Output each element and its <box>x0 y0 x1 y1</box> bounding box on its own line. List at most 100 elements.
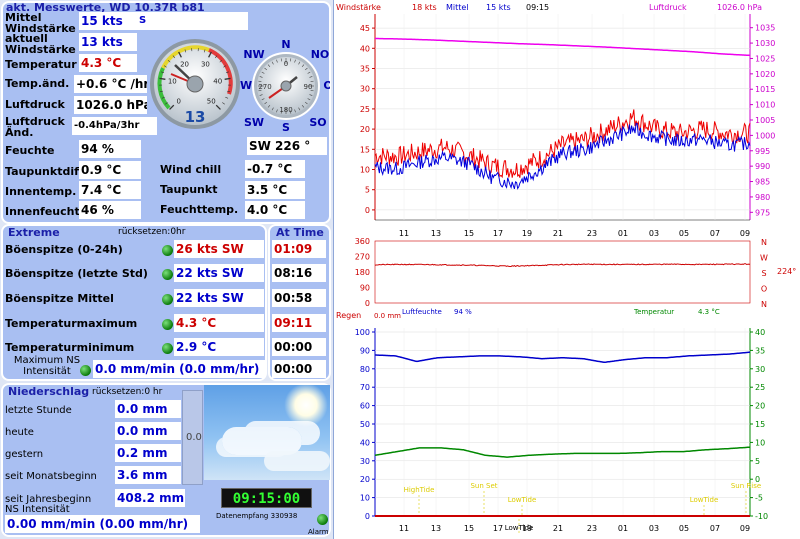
compass-tick <box>310 80 314 82</box>
alarm-indicator[interactable] <box>317 514 328 525</box>
chart3-right-tick-label: -10 <box>755 512 768 521</box>
wind-compass: N NO O SO S SW W NW 0 90 180 270 <box>240 38 330 132</box>
compass-tick <box>309 94 313 96</box>
value-feuchttemp: 4.0 °C <box>245 201 305 219</box>
rain-value-3: 3.6 mm <box>115 466 181 484</box>
extreme-time-2: 00:58 <box>272 289 326 307</box>
chart1-left-tick-label: 30 <box>360 85 370 94</box>
label-luftdruck-aend: Luftdruck Änd. <box>5 115 65 139</box>
rain-gauge-box <box>182 390 203 485</box>
chart1-left-tick-label: 15 <box>360 145 370 154</box>
compass-label-no: NO <box>311 48 330 61</box>
chart1-left-tick-label: 25 <box>360 105 370 114</box>
chart1-x-tick-label: 17 <box>493 229 503 238</box>
chart3-left-tick-label: 100 <box>355 328 370 337</box>
extreme-indicator-1 <box>162 269 173 280</box>
chart3-left-tick-label: 70 <box>360 383 370 392</box>
chart3-header-humidity-label: Luftfeuchte <box>402 308 442 316</box>
chart3-x-tick-label: 17 <box>493 524 503 533</box>
chart1-right-tick-label: 980 <box>755 193 770 202</box>
rain-value-2: 0.2 mm <box>115 444 181 462</box>
compass-label-o: O <box>323 79 330 92</box>
speed-gauge-tick <box>225 71 229 74</box>
chart1-x-tick-label: 03 <box>649 229 659 238</box>
sun-icon <box>284 385 328 427</box>
chart3-right-tick-label: 5 <box>755 457 760 466</box>
chart3-event-label: HighTide <box>404 486 435 494</box>
compass-tick <box>309 76 313 78</box>
extreme-label-4: Temperaturminimum <box>5 341 135 354</box>
chart3-right-tick-label: -5 <box>755 494 763 503</box>
at-time-title: At Time <box>276 226 324 239</box>
rain-intensity-label: NS Intensität <box>5 504 70 515</box>
compass-tick <box>258 80 262 82</box>
speed-gauge-tick <box>203 49 206 53</box>
chart2-current-label: 224° <box>777 267 796 276</box>
speed-gauge-tick <box>178 51 182 58</box>
label-feuchttemp: Feuchttemp. <box>160 203 239 216</box>
compass-tick <box>276 109 278 113</box>
speed-gauge-tick <box>159 90 163 93</box>
label-taupunkt: Taupunkt <box>160 183 218 196</box>
compass-label-s: S <box>282 121 290 132</box>
chart-area: Windstärke 18 kts Mittel 15 kts 09:15 Luftdru… <box>333 0 800 539</box>
chart3-event-label: LowTide <box>690 496 719 504</box>
chart3-x-tick-label: 05 <box>679 524 689 533</box>
alarm-label: Alarm <box>308 528 329 536</box>
compass-tick <box>298 107 301 111</box>
chart1-header-mean-label: Mittel <box>446 3 469 12</box>
extreme-indicator-4 <box>162 343 173 354</box>
chart1-left-tick-label: 0 <box>365 206 370 215</box>
value-temp-aend: +0.6 °C /hr <box>74 75 147 93</box>
chart3-event-label: Sun Set <box>470 482 497 490</box>
data-received-count: 330938 <box>270 512 298 520</box>
extreme-label-0: Böenspitze (0-24h) <box>5 243 123 256</box>
rain-reset: rücksetzen:0 hr <box>92 387 163 397</box>
speed-gauge-tick <box>159 77 166 80</box>
chart3-header-rain: Regen <box>336 311 361 320</box>
chart2-left-tick-label: 0 <box>365 299 370 308</box>
label-mittel-wind: Mittel Windstärke <box>5 11 76 35</box>
chart1-left-tick-label: 10 <box>360 166 370 175</box>
chart1-x-tick-label: 09 <box>740 229 750 238</box>
compass-tick <box>304 101 308 105</box>
chart3-x-tick-label: 03 <box>649 524 659 533</box>
chart3-x-tick-label: 07 <box>710 524 720 533</box>
value-wind-dir-top: S <box>137 12 248 30</box>
compass-label-nw: NW <box>243 48 264 61</box>
chart3-x-tick-label: 11 <box>399 524 409 533</box>
compass-tick <box>271 61 274 65</box>
rain-label-2: gestern <box>5 449 44 460</box>
extreme-indicator-2 <box>162 294 173 305</box>
compass-tick <box>310 90 314 92</box>
chart2-left-tick-label: 180 <box>355 268 370 277</box>
speed-gauge-tick <box>163 65 167 68</box>
value-taupunktdiff: 0.9 °C <box>79 161 141 179</box>
value-aktuell-wind: 13 kts <box>79 33 137 51</box>
compass-tick <box>258 90 262 92</box>
chart2-right-tick-label: W <box>760 254 768 263</box>
chart3-left-tick-label: 0 <box>365 512 370 521</box>
speed-gauge-value: 13 <box>185 108 206 126</box>
chart2-left-tick-label: 360 <box>355 237 370 246</box>
value-innenfeuchte: 46 % <box>79 201 141 219</box>
compass-label-sw: SW <box>244 116 264 129</box>
chart1-left-tick-label: 35 <box>360 65 370 74</box>
rain-value-1: 0.0 mm <box>115 422 181 440</box>
compass-tick <box>271 107 274 111</box>
chart1-right-tick-label: 1020 <box>755 70 775 79</box>
extreme-time-5: 00:00 <box>272 360 326 378</box>
chart3-left-tick-label: 60 <box>360 402 370 411</box>
chart1-header-time: 09:15 <box>526 3 549 12</box>
chart1-right-tick-label: 1030 <box>755 39 775 48</box>
chart2-right-tick-label: S <box>761 269 766 278</box>
chart1-mean-line <box>374 122 751 190</box>
value-wind-direction: SW 226 ° <box>247 137 327 155</box>
chart3-x-tick-label: 19 <box>522 524 532 533</box>
chart1-header-pressure: 1026.0 hPa <box>717 3 762 12</box>
chart1-right-tick-label: 1035 <box>755 24 775 33</box>
rain-value-0: 0.0 mm <box>115 400 181 418</box>
chart2-direction-line <box>374 263 751 267</box>
speed-gauge-tick <box>227 90 231 93</box>
clock-display: 09:15:00 <box>221 488 312 508</box>
